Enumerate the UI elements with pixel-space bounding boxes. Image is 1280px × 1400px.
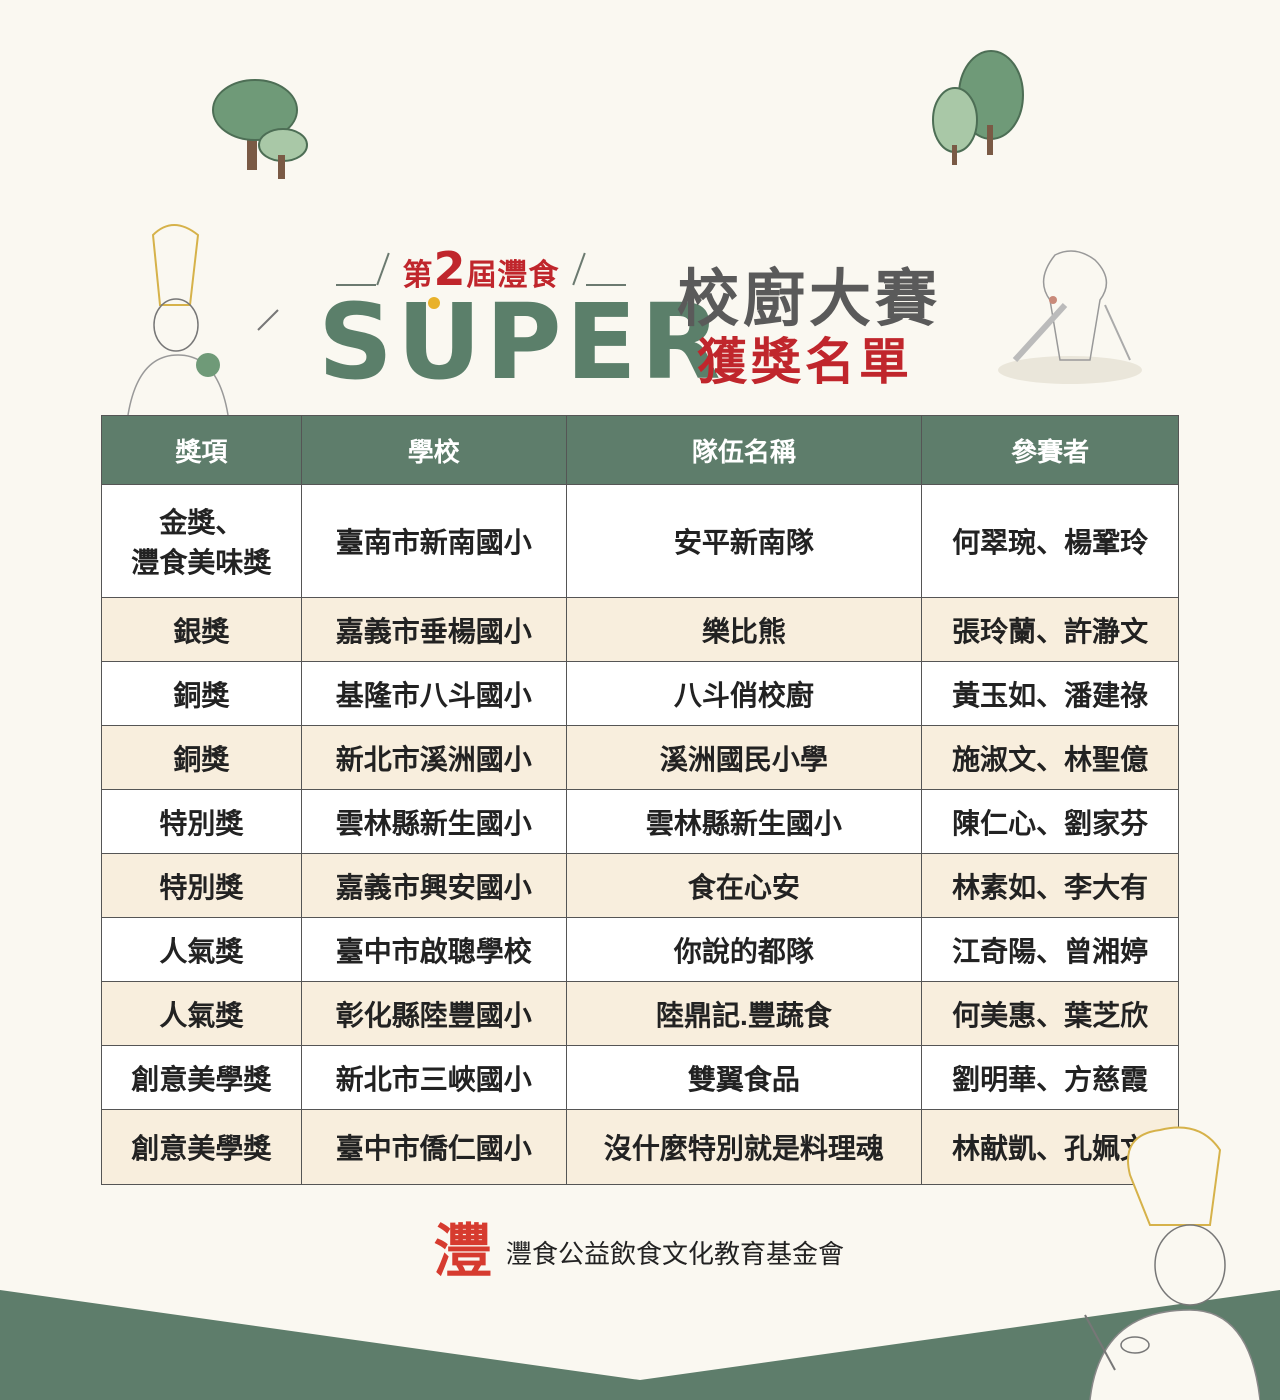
team-cell: 陸鼎記.豐蔬食: [565, 981, 923, 1046]
column-header-school: 學校: [300, 415, 567, 485]
edition-badge: 第2屆灃食: [336, 238, 626, 298]
table-row: 特別獎 嘉義市興安國小 食在心安 林素如、李大有: [101, 853, 1179, 918]
tree-illustration-left: [212, 79, 308, 179]
team-cell: 你說的都隊: [565, 917, 923, 982]
members-cell: 江奇陽、曾湘婷: [921, 917, 1179, 982]
members-cell: 黃玉如、潘建祿: [921, 661, 1179, 726]
school-cell: 嘉義市垂楊國小: [300, 597, 567, 662]
column-header-members: 參賽者: [921, 415, 1179, 485]
table-row: 銅獎 基隆市八斗國小 八斗俏校廚 黃玉如、潘建祿: [101, 661, 1179, 726]
award-cell: 銅獎: [101, 661, 302, 726]
team-cell: 安平新南隊: [565, 484, 923, 598]
school-cell: 彰化縣陸豐國小: [300, 981, 567, 1046]
table-row: 人氣獎 彰化縣陸豐國小 陸鼎記.豐蔬食 何美惠、葉芝欣: [101, 981, 1179, 1046]
table-row: 特別獎 雲林縣新生國小 雲林縣新生國小 陳仁心、劉家芬: [101, 789, 1179, 854]
team-cell: 食在心安: [565, 853, 923, 918]
column-header-award: 獎項: [101, 415, 302, 485]
column-header-team: 隊伍名稱: [565, 415, 923, 485]
table-row: 人氣獎 臺中市啟聰學校 你說的都隊 江奇陽、曾湘婷: [101, 917, 1179, 982]
team-cell: 雲林縣新生國小: [565, 789, 923, 854]
school-cell: 基隆市八斗國小: [300, 661, 567, 726]
award-line: 灃食美味獎: [131, 547, 272, 578]
foundation-logo: 灃: [433, 1217, 492, 1285]
super-brand-logo: SUPER: [318, 281, 725, 403]
team-cell: 八斗俏校廚: [565, 661, 923, 726]
school-cell: 臺南市新南國小: [300, 484, 567, 598]
members-cell: 張玲蘭、許瀞文: [921, 597, 1179, 662]
table-row: 銅獎 新北市溪洲國小 溪洲國民小學 施淑文、林聖億: [101, 725, 1179, 790]
chef-illustration-right: [1084, 1126, 1260, 1400]
table-row: 創意美學獎 新北市三峽國小 雙翼食品 劉明華、方慈霞: [101, 1045, 1179, 1110]
team-cell: 雙翼食品: [565, 1045, 923, 1110]
members-cell: 林素如、李大有: [921, 853, 1179, 918]
logo-dot: [428, 297, 440, 309]
award-cell: 銅獎: [101, 725, 302, 790]
members-cell: 何美惠、葉芝欣: [921, 981, 1179, 1046]
award-line: 金獎、: [159, 507, 244, 538]
school-cell: 臺中市僑仁國小: [300, 1109, 567, 1185]
team-cell: 沒什麼特別就是料理魂: [565, 1109, 923, 1185]
school-cell: 雲林縣新生國小: [300, 789, 567, 854]
members-cell: 陳仁心、劉家芬: [921, 789, 1179, 854]
team-cell: 樂比熊: [565, 597, 923, 662]
award-cell: 人氣獎: [101, 981, 302, 1046]
award-cell: 金獎、 灃食美味獎: [101, 484, 302, 598]
table-row: 金獎、 灃食美味獎 臺南市新南國小 安平新南隊 何翠琬、楊鞏玲: [101, 484, 1179, 598]
award-cell: 人氣獎: [101, 917, 302, 982]
table-row: 銀獎 嘉義市垂楊國小 樂比熊 張玲蘭、許瀞文: [101, 597, 1179, 662]
playground-illustration: [998, 250, 1142, 384]
school-cell: 臺中市啟聰學校: [300, 917, 567, 982]
award-cell: 創意美學獎: [101, 1109, 302, 1185]
award-cell: 創意美學獎: [101, 1045, 302, 1110]
school-cell: 新北市溪洲國小: [300, 725, 567, 790]
ground-shape: [0, 1290, 1280, 1400]
foundation-name: 灃食公益飲食文化教育基金會: [506, 1239, 845, 1269]
table-header-row: 獎項 學校 隊伍名稱 參賽者: [101, 415, 1179, 485]
tree-illustration-right: [932, 50, 1024, 165]
page-subtitle: 獲獎名單: [697, 333, 913, 391]
table-row: 創意美學獎 臺中市僑仁國小 沒什麼特別就是料理魂 林献凱、孔姵文: [101, 1109, 1179, 1185]
edition-label: 第2屆灃食: [402, 242, 560, 296]
chef-illustration-left: [127, 224, 279, 415]
page-title: 校廚大賽: [677, 262, 942, 335]
team-cell: 溪洲國民小學: [565, 725, 923, 790]
award-cell: 銀獎: [101, 597, 302, 662]
awards-table: 獎項 學校 隊伍名稱 參賽者 金獎、 灃食美味獎 臺南市新南國小 安平新南隊 何…: [101, 415, 1179, 1185]
school-cell: 新北市三峽國小: [300, 1045, 567, 1110]
members-cell: 劉明華、方慈霞: [921, 1045, 1179, 1110]
award-cell: 特別獎: [101, 853, 302, 918]
members-cell: 何翠琬、楊鞏玲: [921, 484, 1179, 598]
members-cell: 施淑文、林聖億: [921, 725, 1179, 790]
school-cell: 嘉義市興安國小: [300, 853, 567, 918]
award-cell: 特別獎: [101, 789, 302, 854]
